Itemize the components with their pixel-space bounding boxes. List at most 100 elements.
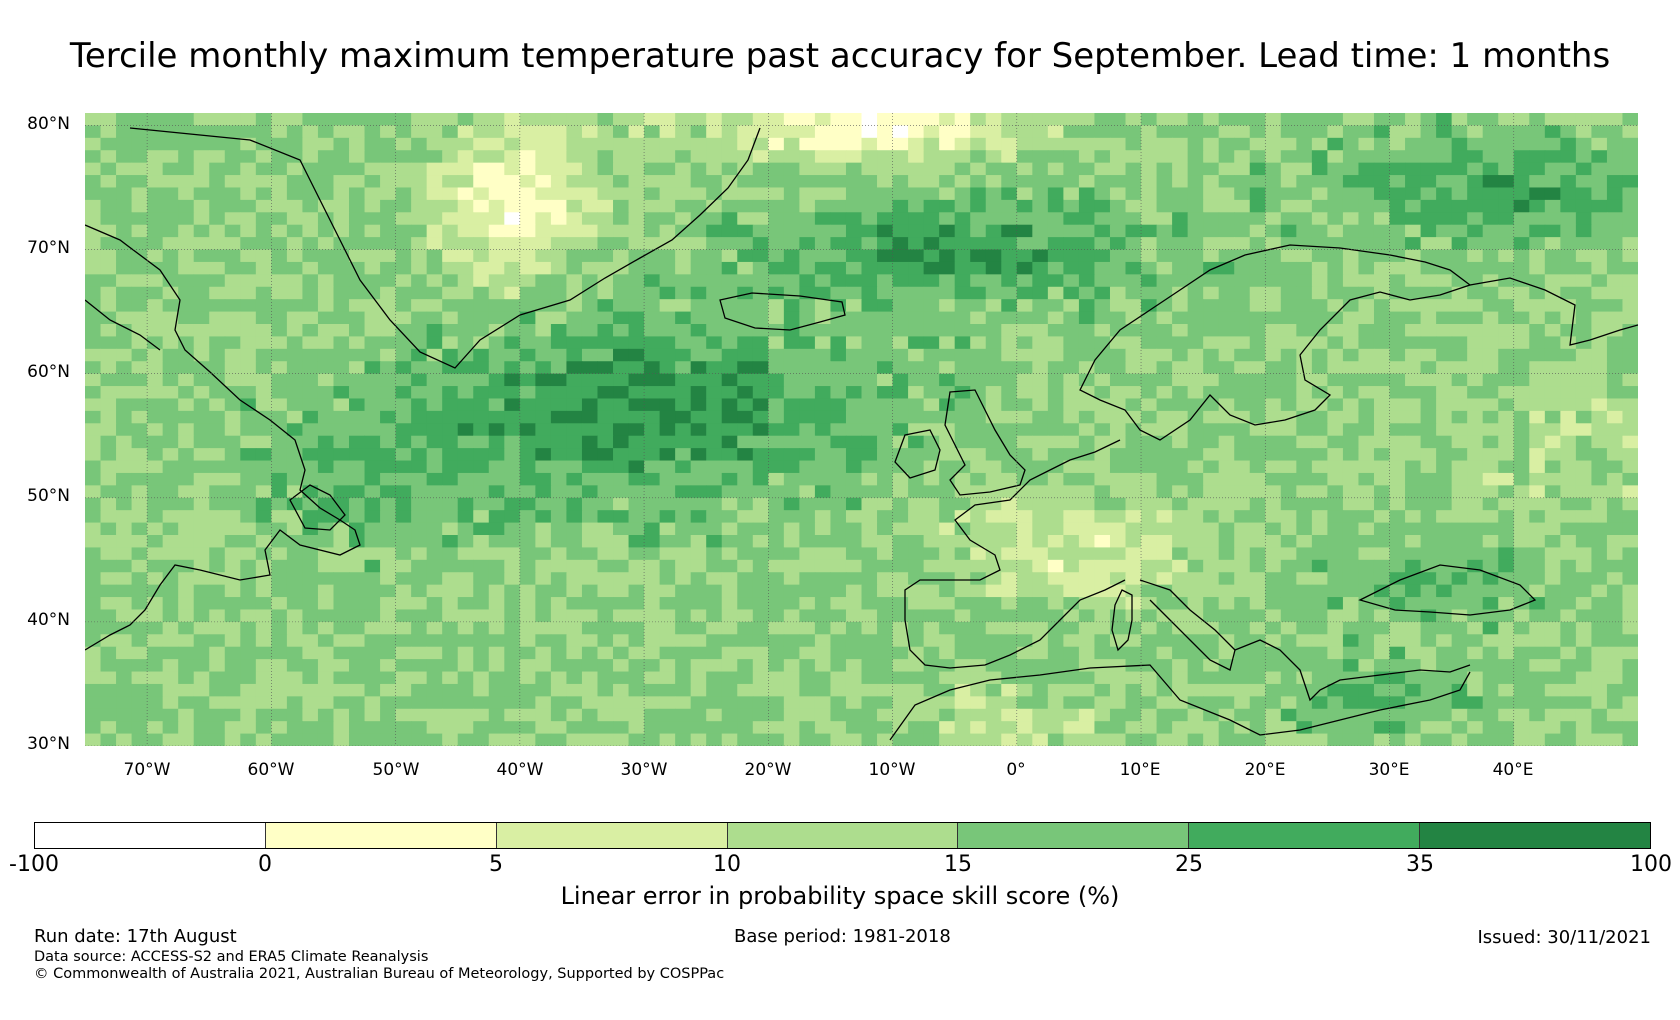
skill-cell	[752, 137, 769, 151]
skill-cell	[1436, 175, 1453, 188]
skill-cell	[473, 634, 490, 648]
skill-cell	[861, 324, 878, 337]
skill-cell	[597, 175, 614, 188]
skill-cell	[1218, 162, 1235, 176]
skill-cell	[1109, 249, 1127, 263]
skill-cell	[209, 522, 226, 536]
skill-cell	[1047, 646, 1064, 660]
skill-cell	[1249, 646, 1266, 660]
skill-cell	[1249, 621, 1266, 635]
skill-cell	[814, 324, 831, 337]
skill-cell	[706, 683, 723, 697]
skill-cell	[1529, 683, 1546, 697]
skill-cell	[411, 348, 428, 362]
skill-cell	[317, 125, 334, 139]
skill-cell	[302, 448, 319, 462]
skill-cell	[1420, 472, 1437, 486]
skill-cell	[411, 237, 428, 251]
skill-cell	[644, 460, 661, 474]
skill-cell	[535, 696, 552, 710]
skill-cell	[1327, 609, 1344, 623]
skill-cell	[442, 696, 459, 710]
skill-cell	[426, 137, 443, 151]
skill-cell	[224, 237, 241, 251]
skill-cell	[1218, 485, 1235, 499]
skill-cell	[131, 597, 148, 610]
skill-cell	[892, 212, 909, 226]
skill-cell	[1265, 535, 1282, 548]
skill-cell	[1125, 572, 1142, 586]
skill-cell	[380, 212, 397, 226]
skill-cell	[1296, 671, 1313, 685]
skill-cell	[1544, 137, 1561, 151]
skill-cell	[845, 386, 862, 399]
skill-cell	[1016, 348, 1033, 362]
skill-cell	[131, 398, 148, 412]
skill-cell	[349, 336, 366, 350]
skill-cell	[1606, 237, 1623, 251]
skill-cell	[1436, 646, 1453, 660]
skill-cell	[1296, 410, 1313, 424]
skill-cell	[395, 125, 412, 139]
skill-cell	[302, 336, 319, 350]
skill-cell	[178, 410, 195, 424]
skill-cell	[1575, 125, 1592, 139]
skill-cell	[1187, 708, 1204, 722]
skill-cell	[271, 721, 288, 735]
skill-cell	[535, 237, 552, 251]
skill-cell	[861, 547, 878, 561]
skill-cell	[861, 187, 878, 201]
skill-cell	[737, 510, 754, 524]
skill-cell	[690, 249, 707, 263]
skill-cell	[1420, 224, 1437, 238]
skill-cell	[1172, 621, 1189, 635]
skill-cell	[1094, 472, 1111, 486]
skill-cell	[845, 472, 862, 486]
skill-cell	[1265, 286, 1282, 300]
skill-cell	[1265, 497, 1282, 511]
skill-cell	[224, 497, 241, 511]
skill-cell	[1451, 386, 1468, 399]
skill-cell	[317, 224, 334, 238]
skill-cell	[1172, 299, 1189, 313]
skill-cell	[1560, 361, 1577, 375]
skill-cell	[628, 261, 645, 275]
skill-cell	[550, 460, 567, 474]
skill-cell	[1373, 187, 1391, 201]
skill-cell	[286, 336, 303, 350]
skill-cell	[768, 237, 785, 251]
skill-cell	[1358, 175, 1375, 188]
skill-cell	[1125, 386, 1142, 399]
skill-cell	[1311, 621, 1328, 635]
skill-cell	[147, 261, 164, 275]
skill-cell	[1420, 150, 1437, 164]
skill-cell	[1513, 150, 1530, 164]
skill-cell	[1172, 286, 1189, 300]
skill-cell	[1467, 535, 1484, 548]
skill-cell	[255, 348, 272, 362]
skill-cell	[877, 683, 894, 697]
skill-cell	[209, 361, 226, 375]
skill-cell	[1280, 646, 1297, 660]
skill-cell	[1280, 659, 1297, 673]
skill-cell	[1001, 311, 1018, 325]
skill-cell	[1420, 162, 1437, 176]
skill-cell	[1141, 249, 1158, 263]
skill-cell	[1591, 621, 1608, 635]
skill-cell	[1047, 522, 1064, 536]
skill-cell	[1467, 299, 1484, 313]
skill-cell	[1016, 559, 1033, 573]
skill-cell	[178, 125, 195, 139]
skill-cell	[550, 522, 567, 536]
skill-cell	[364, 162, 381, 176]
skill-cell	[100, 274, 117, 288]
skill-cell	[1172, 671, 1189, 685]
skill-cell	[1591, 373, 1608, 387]
skill-cell	[877, 137, 894, 151]
skill-cell	[597, 261, 614, 275]
skill-cell	[1156, 721, 1173, 735]
skill-cell	[1591, 522, 1608, 536]
skill-cell	[737, 559, 754, 573]
skill-cell	[1280, 597, 1297, 610]
skill-cell	[1560, 224, 1577, 238]
